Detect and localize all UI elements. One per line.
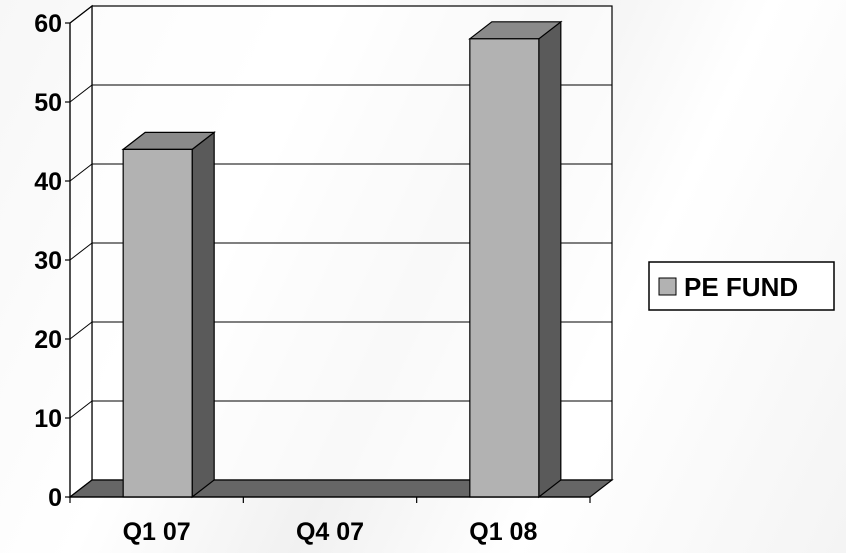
bar [468,20,563,499]
x-tick-label: Q1 07 [123,518,191,546]
y-tick-label: 40 [34,168,62,196]
bar [121,131,216,499]
x-tick-label: Q1 08 [469,518,537,546]
y-tick-label: 10 [34,405,62,433]
bar-series [121,20,563,499]
y-axis: 0 10 20 30 40 50 60 [34,10,71,512]
gridline-side [69,400,93,419]
gridline-side [69,321,93,340]
legend: PE FUND [648,261,835,311]
gridline-side [69,163,93,182]
bar-front [469,38,540,498]
legend-label: PE FUND [684,272,798,302]
bar-side [538,20,562,499]
y-tick-label: 30 [34,247,62,275]
gridline-side [69,5,93,24]
y-tick-label: 50 [34,89,62,117]
bar-front [122,148,193,498]
y-tick-label: 0 [48,484,62,512]
legend-swatch [658,277,677,296]
gridline-side [69,242,93,261]
bar-side [191,131,215,499]
x-axis: Q1 07 Q4 07 Q1 08 [69,496,591,546]
gridline-side [69,84,93,103]
y-tick-label: 20 [34,326,62,354]
x-tick-label: Q4 07 [296,518,364,546]
y-tick-label: 60 [34,10,62,38]
legend-box [648,261,835,311]
